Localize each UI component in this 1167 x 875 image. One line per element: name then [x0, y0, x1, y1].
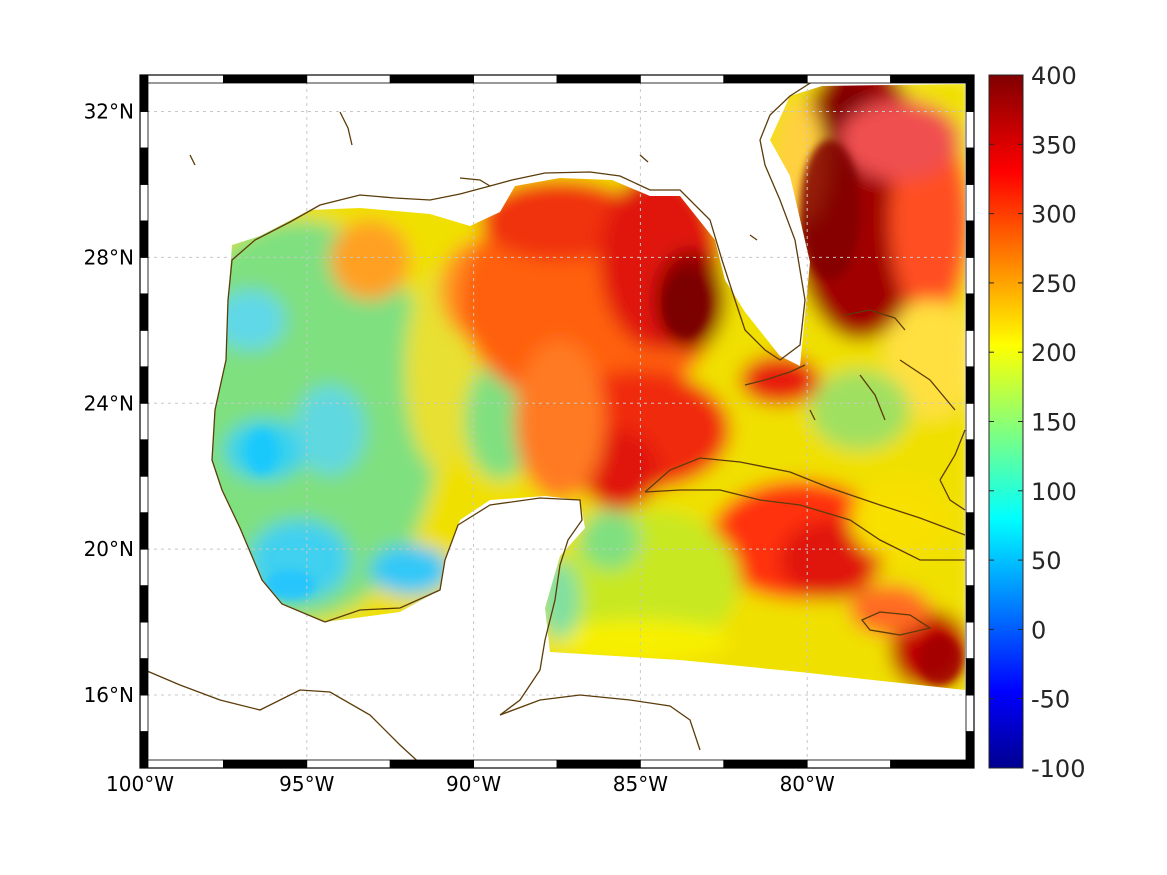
colorbar-tick-label: 50 — [1031, 547, 1062, 575]
frame-segment-left — [139, 548, 149, 587]
colorbar-tick-label: 0 — [1031, 616, 1046, 644]
frame-segment-bottom — [473, 759, 558, 769]
jamaica-coastline — [860, 611, 932, 636]
frame-segment-bottom — [556, 759, 641, 769]
frame-segment-left — [139, 293, 149, 331]
frame-segment-bottom — [139, 759, 224, 769]
colorbar-gradient — [989, 75, 1023, 768]
frame-segment-right — [965, 329, 975, 368]
frame-segment-right — [965, 256, 975, 295]
frame-segment-right — [965, 585, 975, 623]
frame-segment-left — [139, 658, 149, 696]
frame-segment-top — [389, 74, 475, 84]
colorbar-tick-label: 350 — [1031, 131, 1077, 159]
longitude-label: 95°W — [279, 772, 334, 796]
map-frame — [139, 74, 975, 769]
longitude-label: 80°W — [780, 772, 835, 796]
colorbar: 400 350 300 250 200 150 100 50 0 -50 -100 — [988, 62, 1085, 783]
colorbar-tick-label: 300 — [1031, 201, 1077, 229]
colorbar-tick-label: -100 — [1031, 755, 1085, 783]
latitude-label: 32°N — [84, 99, 134, 123]
central-america-coastline — [140, 667, 426, 768]
colorbar-tick-label: 200 — [1031, 339, 1077, 367]
longitude-label: 100°W — [106, 772, 174, 796]
frame-segment-left — [139, 220, 149, 258]
colorbar-tick-label: 250 — [1031, 270, 1077, 298]
latitude-labels: 16°N 20°N 24°N 28°N 32°N — [84, 99, 134, 707]
frame-segment-right — [965, 220, 975, 258]
frame-segment-right — [965, 366, 975, 404]
honduras-coastline — [499, 694, 701, 751]
frame-segment-left — [139, 475, 149, 514]
bahamas-coastline — [809, 309, 956, 421]
frame-segment-top — [222, 74, 308, 84]
frame-segment-left — [139, 184, 149, 222]
frame-segment-top — [473, 74, 558, 84]
frame-segment-left — [139, 694, 149, 732]
frame-segment-top — [640, 74, 725, 84]
frame-segment-top — [556, 74, 641, 84]
frame-segment-right — [965, 475, 975, 514]
yucatan-coastline — [324, 497, 583, 716]
frame-segment-right — [965, 439, 975, 477]
frame-segment-top — [806, 74, 892, 84]
latitude-label: 28°N — [84, 245, 134, 269]
frame-segment-left — [139, 439, 149, 477]
frame-segment-left — [139, 329, 149, 368]
coastlines — [140, 79, 966, 768]
frame-segment-bottom — [890, 759, 975, 769]
colorbar-ticks: 400 350 300 250 200 150 100 50 0 -50 -100 — [989, 62, 1085, 783]
latitude-label: 24°N — [84, 391, 134, 415]
frame-segment-left — [139, 111, 149, 149]
frame-segment-top — [306, 74, 391, 84]
frame-segment-left — [139, 366, 149, 404]
colorbar-tick-label: -50 — [1031, 686, 1070, 714]
frame-segment-right — [965, 147, 975, 185]
heatmap-field — [212, 84, 965, 690]
frame-segment-left — [139, 74, 149, 112]
latitude-label: 20°N — [84, 537, 134, 561]
cuba-coastline — [644, 457, 966, 561]
frame-segment-bottom — [723, 759, 808, 769]
colorbar-tick-label: 400 — [1031, 62, 1077, 90]
frame-segment-bottom — [306, 759, 391, 769]
frame-border — [139, 74, 975, 769]
longitude-labels: 100°W 95°W 90°W 85°W 80°W — [106, 772, 835, 796]
frame-segment-right — [965, 512, 975, 550]
frame-segment-bottom — [222, 759, 308, 769]
frame-segment-left — [139, 256, 149, 295]
colorbar-tick-label: 100 — [1031, 478, 1077, 506]
gulf-coastline — [211, 79, 816, 623]
frame-segment-right — [965, 74, 975, 112]
map-grid — [140, 75, 974, 768]
frame-segment-right — [965, 621, 975, 659]
longitude-label: 90°W — [446, 772, 501, 796]
florida-keys — [744, 364, 806, 386]
hispaniola-coastline — [939, 429, 966, 511]
frame-segment-left — [139, 402, 149, 441]
frame-segment-bottom — [640, 759, 725, 769]
frame-segment-right — [965, 293, 975, 331]
frame-segment-right — [965, 731, 975, 769]
frame-segment-bottom — [806, 759, 892, 769]
frame-segment-right — [965, 548, 975, 587]
frame-segment-right — [965, 694, 975, 732]
frame-segment-left — [139, 731, 149, 769]
frame-segment-left — [139, 512, 149, 550]
longitude-label: 85°W — [613, 772, 668, 796]
frame-segment-right — [965, 658, 975, 696]
frame-segment-right — [965, 402, 975, 441]
frame-segment-right — [965, 111, 975, 149]
frame-segment-left — [139, 147, 149, 185]
frame-segment-right — [965, 184, 975, 222]
frame-segment-left — [139, 621, 149, 659]
frame-segment-left — [139, 585, 149, 623]
frame-segment-top — [723, 74, 808, 84]
frame-segment-top — [890, 74, 975, 84]
frame-segment-top — [139, 74, 224, 84]
latitude-label: 16°N — [84, 683, 134, 707]
frame-segment-bottom — [389, 759, 475, 769]
colorbar-tick-label: 150 — [1031, 409, 1077, 437]
